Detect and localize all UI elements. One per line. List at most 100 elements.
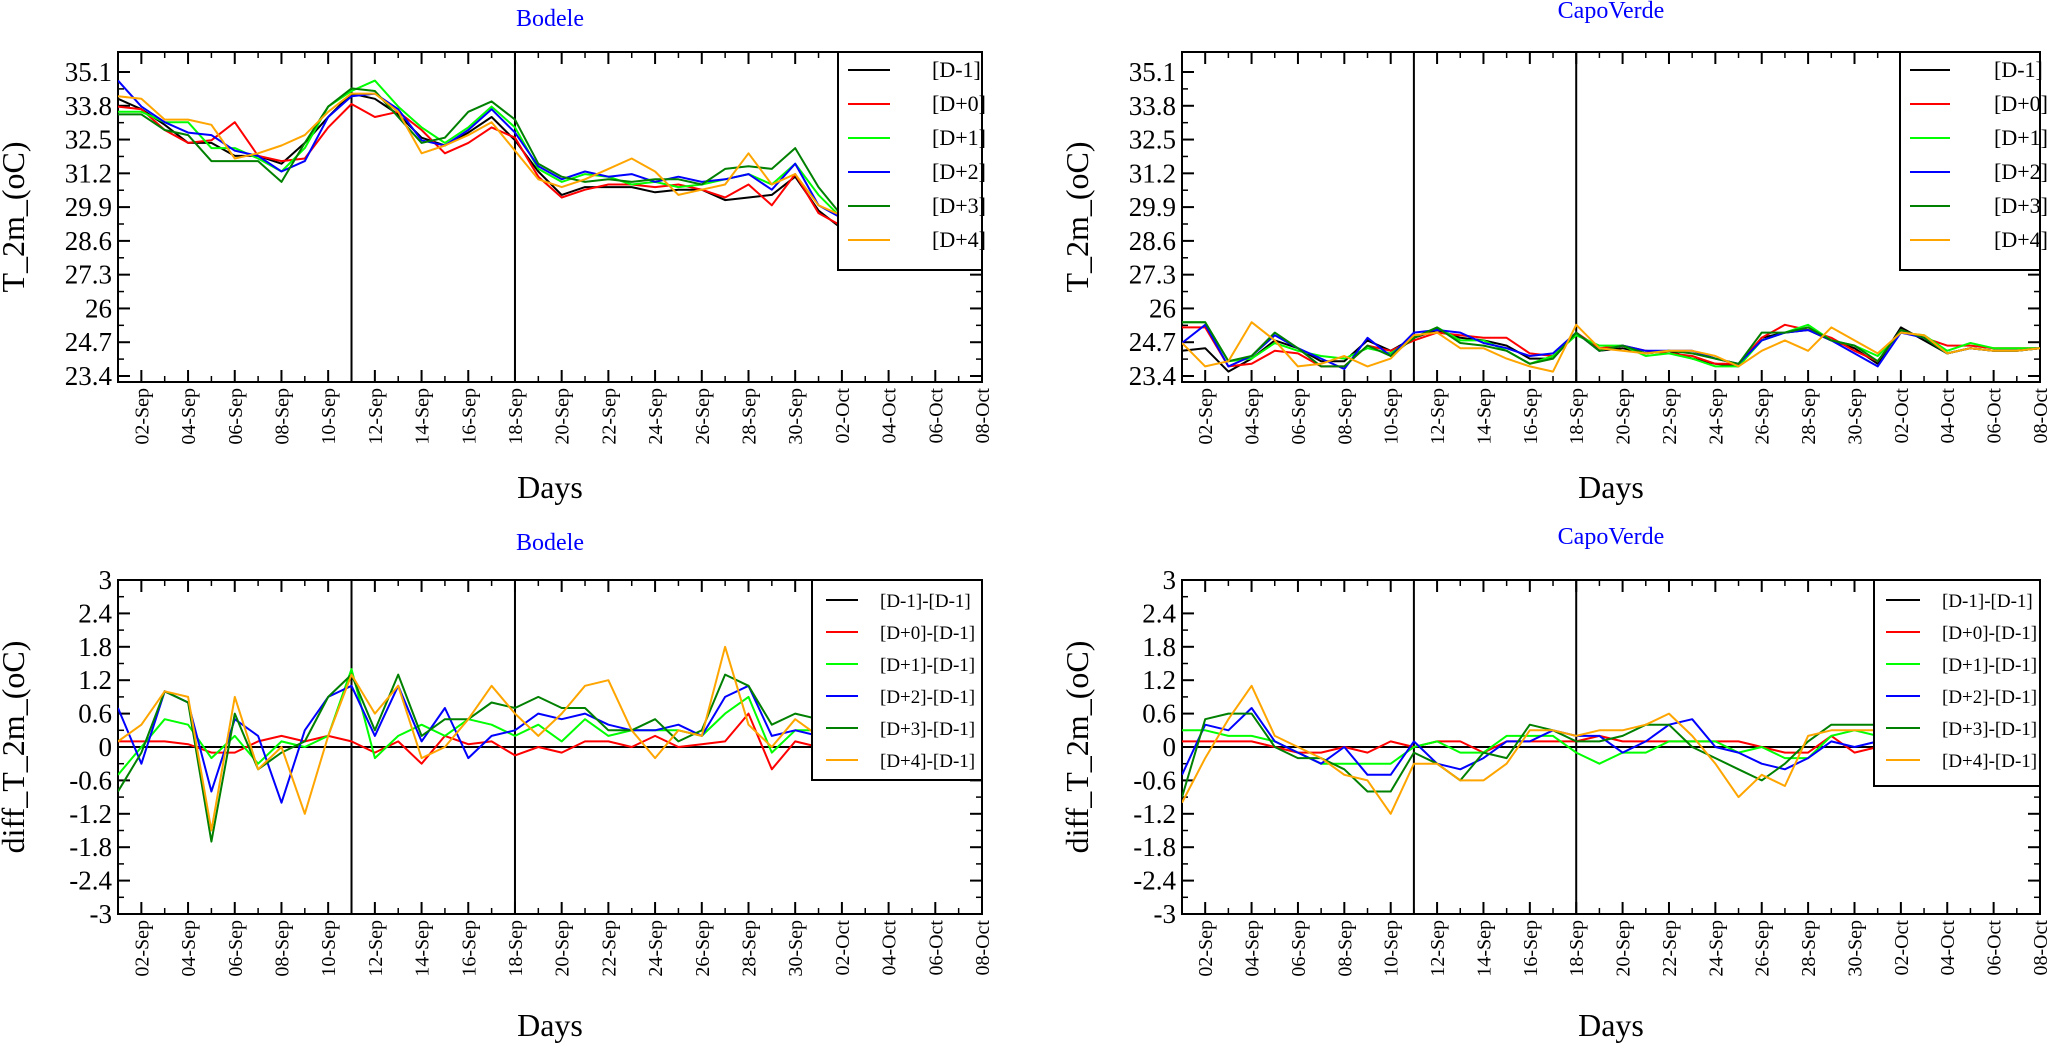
x-tick-label: 04-Oct: [1937, 920, 1959, 976]
x-tick-label: 06-Oct: [1984, 388, 2006, 444]
x-tick-label: 06-Sep: [225, 388, 247, 445]
x-tick-label: 20-Sep: [1613, 388, 1635, 445]
x-tick-label: 02-Sep: [1195, 920, 1217, 977]
y-axis-label: T_2m_(oC): [1059, 141, 1095, 292]
y-axis-label: diff_T_2m_(oC): [1059, 641, 1095, 854]
x-tick-label: 06-Sep: [1288, 388, 1310, 445]
y-tick-label: 28.6: [65, 226, 112, 256]
y-tick-label: -1.2: [1133, 799, 1176, 829]
y-tick-label: 32.5: [1129, 125, 1176, 155]
x-tick-label: 20-Sep: [552, 388, 574, 445]
y-tick-label: -3: [1154, 899, 1177, 929]
x-tick-label: 14-Sep: [1473, 920, 1495, 977]
x-tick-label: 02-Oct: [832, 388, 854, 444]
x-tick-label: 04-Oct: [879, 388, 901, 444]
x-tick-label: 08-Sep: [271, 920, 293, 977]
x-tick-label: 24-Sep: [1705, 388, 1727, 445]
series-line-0: [118, 92, 843, 230]
x-tick-label: 12-Sep: [1427, 920, 1449, 977]
y-tick-label: 23.4: [1129, 361, 1177, 391]
x-tick-label: 26-Sep: [1752, 920, 1774, 977]
legend-label: [D+2]: [1994, 159, 2048, 184]
x-tick-label: 30-Sep: [785, 388, 807, 445]
legend-box: [837, 51, 983, 271]
x-tick-label: 24-Sep: [1705, 920, 1727, 977]
x-tick-label: 06-Oct: [925, 388, 947, 444]
x-tick-label: 10-Sep: [1381, 920, 1403, 977]
x-tick-label: 08-Oct: [2030, 388, 2052, 444]
x-tick-label: 20-Sep: [552, 920, 574, 977]
chart-panel-3: CapoVerde 32.4 1.81.2 0.60-0.6 -1.2-1.8 -2.4-…: [1059, 524, 2052, 1043]
legend-box: [811, 579, 983, 781]
legend-label: [D+4]-[D-1]: [1942, 751, 2037, 772]
legend-label: [D-1]: [932, 57, 981, 82]
x-tick-label: 26-Sep: [1752, 388, 1774, 445]
y-tick-label: 35.1: [65, 57, 112, 87]
y-tick-label: 23.4: [65, 361, 113, 391]
x-tick-label: 06-Oct: [925, 920, 947, 976]
x-tick-label: 22-Sep: [1659, 920, 1681, 977]
x-axis-label: Days: [517, 1007, 583, 1043]
series-group: [1182, 684, 1925, 815]
x-tick-label: 04-Sep: [1242, 388, 1264, 445]
y-tick-label: 29.9: [65, 192, 112, 222]
x-tick-label: 18-Sep: [505, 920, 527, 977]
y-tick-label: -2.4: [69, 866, 112, 896]
y-tick-label: 0: [99, 732, 113, 762]
legend-box: [1873, 579, 2041, 787]
legend-label: [D+1]: [932, 125, 986, 150]
y-tick-label: 27.3: [1129, 260, 1176, 290]
x-tick-label: 30-Sep: [1844, 388, 1866, 445]
legend-label: [D+4]-[D-1]: [880, 751, 975, 772]
y-tick-label: -1.2: [69, 799, 112, 829]
y-axis-label: diff_T_2m_(oC): [0, 641, 31, 854]
y-tick-label: -1.8: [69, 832, 112, 862]
legend-label: [D-1]-[D-1]: [1942, 591, 2033, 612]
series-line-1: [118, 712, 843, 771]
x-tick-label: 04-Oct: [879, 920, 901, 976]
x-tick-label: 26-Sep: [692, 920, 714, 977]
x-tick-label: 08-Sep: [1334, 920, 1356, 977]
x-tick-label: 24-Sep: [645, 920, 667, 977]
x-tick-label: 16-Sep: [458, 388, 480, 445]
y-tick-label: 31.2: [65, 158, 112, 188]
legend: [D-1]-[D-1] [D+0]-[D-1] [D+1]-[D-1] [D+2]-[…: [811, 579, 983, 781]
x-tick-label: 24-Sep: [645, 388, 667, 445]
x-tick-label: 06-Sep: [225, 920, 247, 977]
x-tick-label: 02-Oct: [1891, 920, 1913, 976]
legend-label: [D+3]: [1994, 193, 2048, 218]
legend-label: [D+3]: [932, 193, 986, 218]
y-tick-label: 2.4: [1142, 598, 1176, 628]
x-tick-label: 08-Oct: [972, 388, 994, 444]
x-tick-label: 30-Sep: [785, 920, 807, 977]
legend-label: [D-1]: [1994, 57, 2043, 82]
legend-label: [D+0]-[D-1]: [880, 623, 975, 644]
chart-title: CapoVerde: [1558, 524, 1665, 550]
x-tick-label: 02-Oct: [1891, 388, 1913, 444]
chart-title: CapoVerde: [1558, 0, 1665, 24]
legend-label: [D+0]: [932, 91, 986, 116]
y-tick-label: 24.7: [1129, 327, 1176, 357]
x-tick-label: 06-Sep: [1288, 920, 1310, 977]
legend-label: [D+2]-[D-1]: [880, 687, 975, 708]
chart-panel-0: Bodele 35.1 33.8 32.531.2 29.9 28.6 27.326 24.7…: [0, 6, 994, 505]
y-tick-label: 0.6: [1142, 699, 1176, 729]
x-tick-label: 22-Sep: [598, 920, 620, 977]
y-tick-label: 32.5: [65, 125, 112, 155]
series-line-2: [118, 668, 843, 776]
y-tick-label: 1.8: [1142, 632, 1176, 662]
x-tick-label: 28-Sep: [738, 920, 760, 977]
x-tick-label: 04-Sep: [178, 920, 200, 977]
x-tick-label: 12-Sep: [365, 388, 387, 445]
y-tick-label: 1.8: [78, 632, 112, 662]
series-line-5: [1182, 321, 2040, 373]
x-tick-label: 16-Sep: [1520, 920, 1542, 977]
x-tick-label: 28-Sep: [738, 388, 760, 445]
y-tick-label: 33.8: [1129, 91, 1176, 121]
series-group: [118, 645, 843, 843]
x-tick-label: 10-Sep: [1381, 388, 1403, 445]
y-tick-label: 29.9: [1129, 192, 1176, 222]
x-tick-label: 08-Sep: [1334, 388, 1356, 445]
legend-label: [D+1]: [1994, 125, 2048, 150]
